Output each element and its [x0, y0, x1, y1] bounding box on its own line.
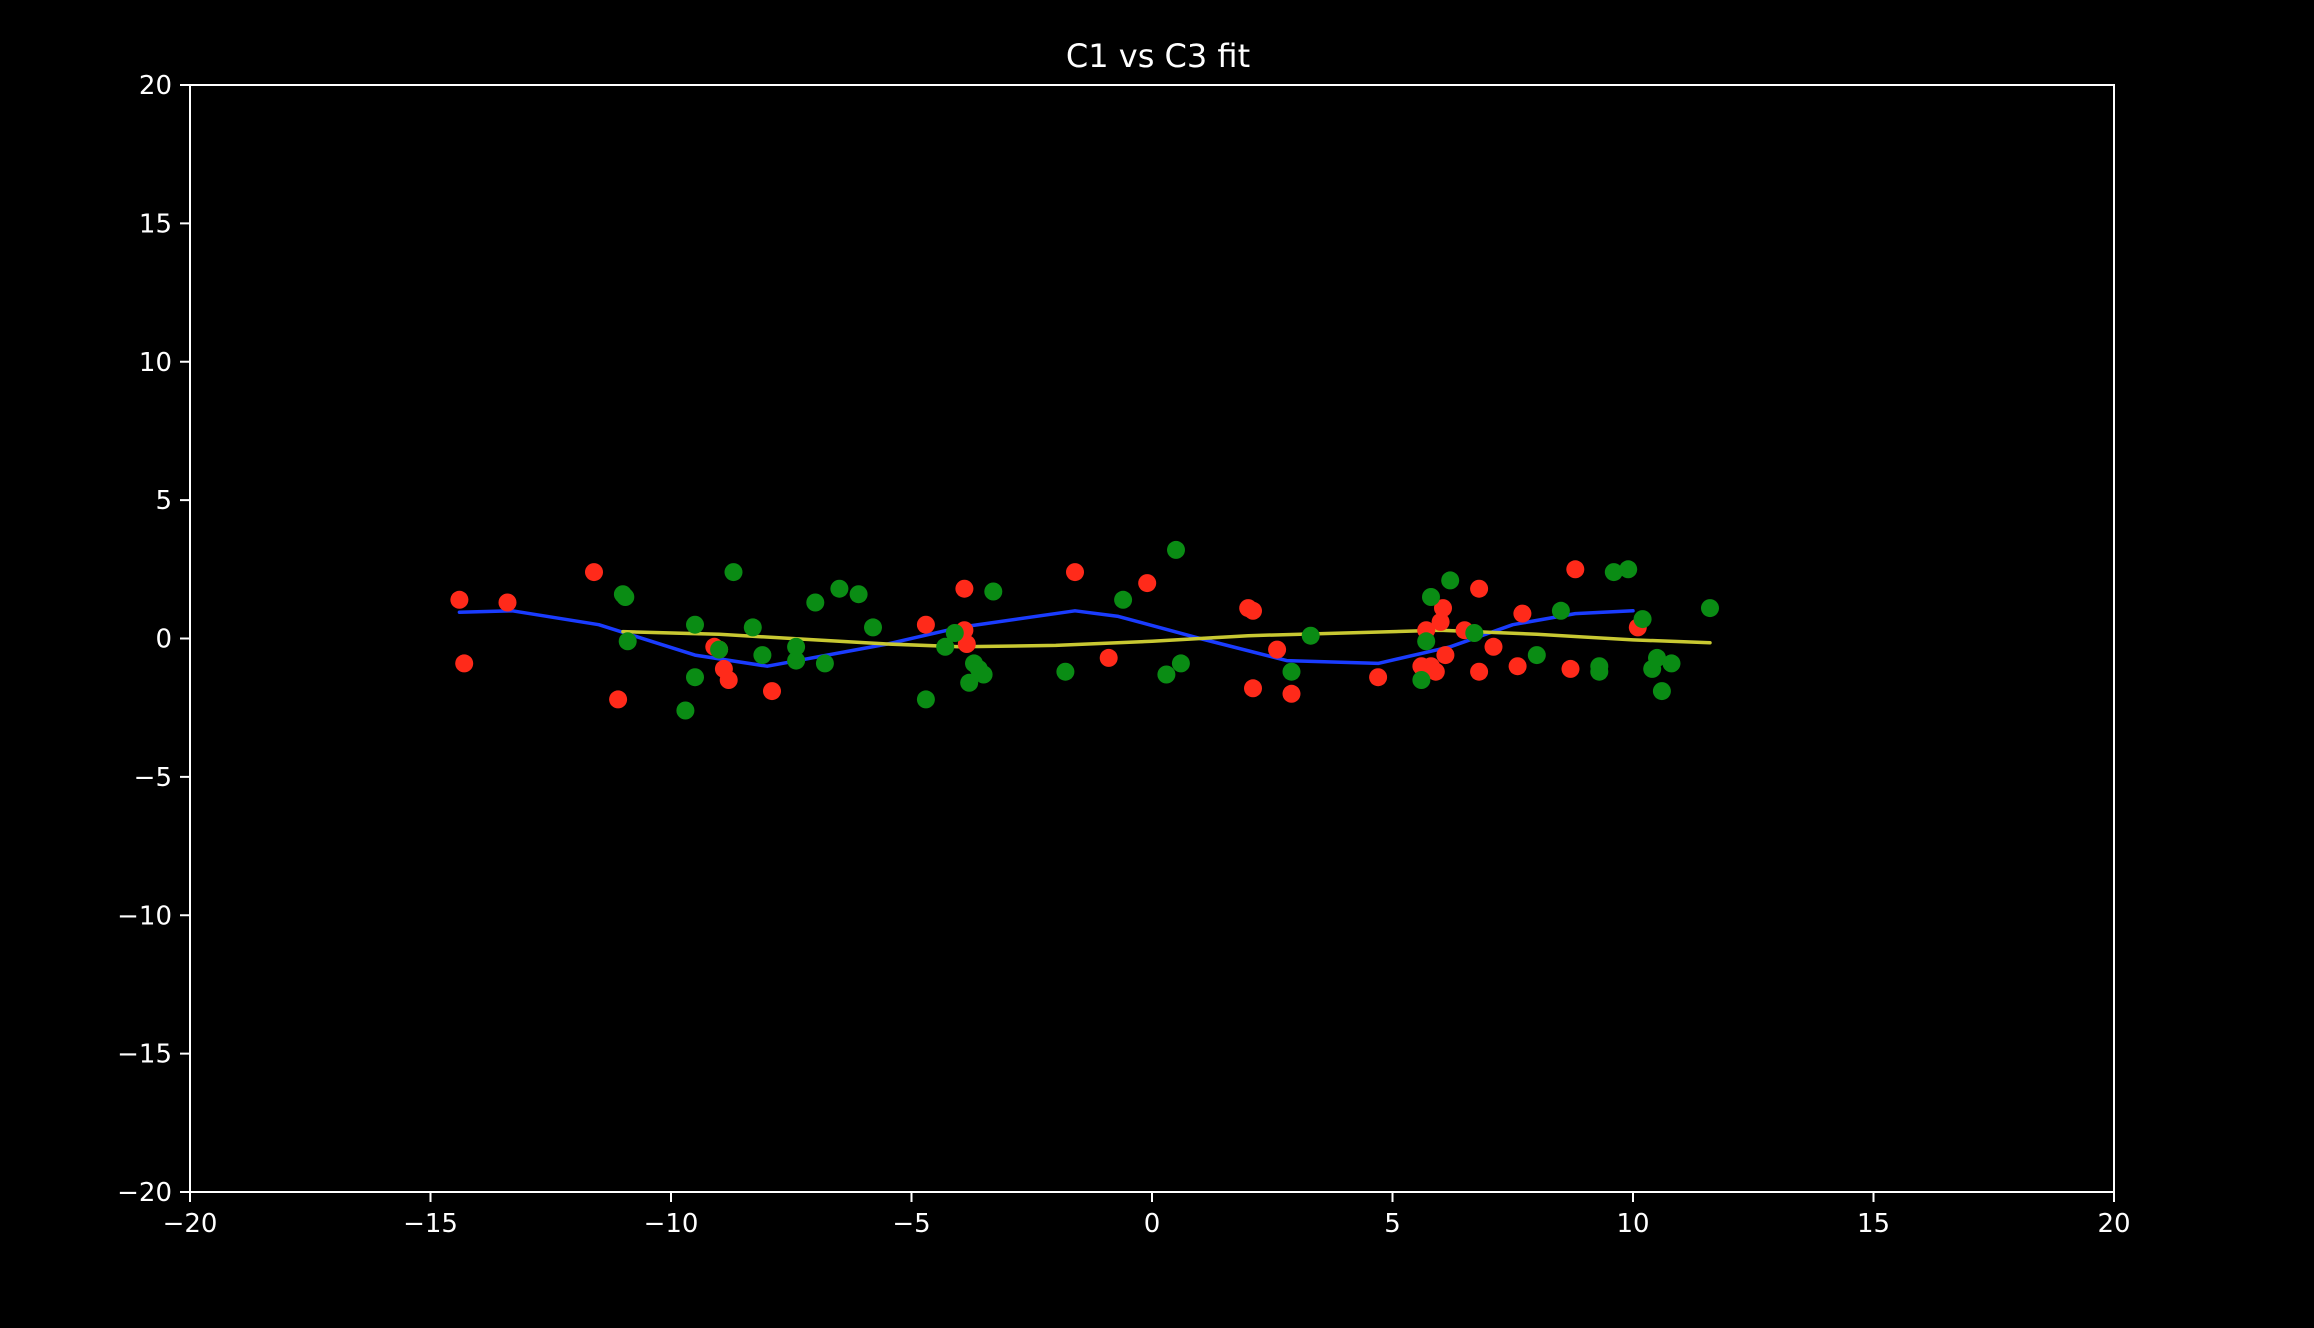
scatter-point	[1434, 599, 1452, 618]
scatter-point	[957, 635, 976, 653]
scatter-point	[710, 640, 729, 659]
y-tick-label: −5	[134, 763, 172, 793]
scatter-point	[1157, 665, 1176, 684]
scatter-point	[945, 624, 964, 642]
y-tick-label: −15	[117, 1040, 172, 1070]
y-tick-label: 0	[155, 625, 172, 655]
scatter-point	[787, 637, 806, 656]
scatter-point	[1066, 563, 1084, 582]
scatter-point	[1422, 588, 1440, 606]
scatter-point	[787, 651, 806, 670]
scatter-point	[455, 654, 474, 673]
scatter-point	[1436, 646, 1455, 665]
scatter-point	[686, 615, 704, 634]
scatter-point	[984, 582, 1003, 601]
y-tick-label: 10	[139, 348, 172, 378]
scatter-point	[1282, 662, 1301, 681]
scatter-point	[1619, 560, 1638, 579]
scatter-point	[1244, 679, 1262, 698]
scatter-point	[1171, 654, 1190, 673]
x-tick-label: 15	[1857, 1209, 1890, 1239]
scatter-point	[1369, 668, 1388, 687]
scatter-point	[1167, 540, 1185, 559]
scatter-point	[1561, 659, 1580, 678]
x-tick-label: −20	[163, 1209, 218, 1239]
scatter-point	[1662, 654, 1681, 673]
scatter-point	[830, 579, 849, 598]
scatter-point	[609, 690, 628, 709]
scatter-point	[724, 563, 743, 582]
y-tick-label: −10	[117, 901, 172, 931]
y-tick-label: 5	[155, 486, 172, 516]
axes: −20 −15 −10 −5 0 5 10 15 20 −20 −15 −10 −5 0 5 10 15 20	[117, 71, 2130, 1239]
scatter-series-1	[613, 540, 1719, 720]
scatter-point	[676, 701, 695, 720]
scatter-point	[1566, 560, 1585, 579]
y-tick-label: 20	[139, 71, 172, 101]
y-tick-label: −20	[117, 1178, 172, 1208]
scatter-point	[1652, 682, 1671, 701]
scatter-point	[936, 637, 955, 656]
scatter-point	[1441, 571, 1460, 590]
scatter-point	[753, 646, 772, 665]
scatter-point	[1648, 648, 1666, 667]
x-tick-label: −5	[892, 1209, 930, 1239]
scatter-point	[1484, 637, 1503, 656]
x-tick-label: 10	[1616, 1209, 1649, 1239]
scatter-point	[1282, 684, 1301, 703]
scatter-point	[916, 690, 935, 709]
scatter-point	[916, 615, 935, 634]
scatter-point	[1470, 662, 1489, 681]
scatter-point	[1268, 640, 1287, 659]
scatter-point	[864, 618, 882, 637]
scatter-point	[1056, 662, 1075, 681]
scatter-point	[806, 593, 825, 612]
scatter-point	[974, 665, 993, 684]
chart-title: C1 vs C3 fit	[1066, 37, 1250, 75]
x-tick-label: 5	[1384, 1209, 1401, 1239]
scatter-point	[1417, 632, 1436, 651]
scatter-point	[618, 632, 637, 651]
scatter-point	[955, 579, 974, 598]
y-tick-label: 15	[139, 209, 172, 239]
scatter-point	[1114, 590, 1133, 609]
scatter-point	[960, 673, 979, 692]
scatter-point	[1431, 612, 1450, 631]
scatter-point	[1244, 601, 1262, 620]
x-tick-label: 0	[1144, 1209, 1161, 1239]
plot-area	[450, 540, 1719, 720]
scatter-point	[1470, 579, 1489, 598]
scatter-point	[1633, 610, 1652, 629]
scatter-point	[849, 585, 868, 604]
scatter-point	[1701, 599, 1719, 618]
scatter-point	[1551, 601, 1570, 620]
scatter-point	[616, 588, 635, 606]
scatter-point	[498, 593, 517, 612]
scatter-point	[1412, 671, 1431, 689]
scatter-point	[450, 590, 469, 609]
scatter-point	[1590, 662, 1609, 681]
scatter-point	[1465, 624, 1484, 642]
scatter-point	[1426, 662, 1445, 681]
scatter-point	[1138, 574, 1157, 593]
scatter-point	[1604, 563, 1623, 582]
scatter-point	[763, 682, 781, 701]
scatter-point	[719, 671, 738, 689]
scatter-point	[1301, 626, 1320, 645]
scatter-point	[1513, 604, 1532, 623]
scatter-point	[1527, 646, 1546, 665]
scatter-point	[743, 618, 762, 637]
x-tick-label: 20	[2097, 1209, 2130, 1239]
scatter-point	[1508, 657, 1527, 676]
scatter-point	[1099, 648, 1118, 667]
scatter-point	[686, 668, 704, 687]
scatter-point	[815, 654, 834, 673]
x-tick-label: −15	[403, 1209, 458, 1239]
fit-line-3	[621, 628, 1712, 649]
x-tick-label: −10	[644, 1209, 699, 1239]
scatter-point	[585, 563, 603, 582]
